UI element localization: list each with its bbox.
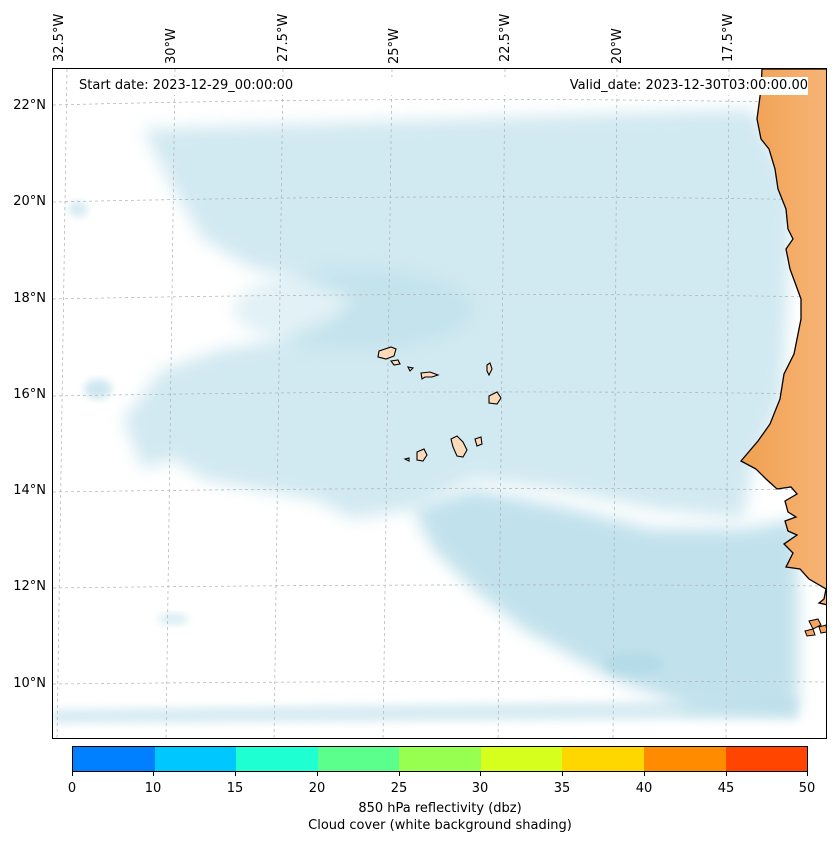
- colorbar-segment-30-35: [480, 747, 563, 771]
- colorbar-tick: [726, 772, 727, 776]
- reflectivity-colorbar: [72, 746, 808, 772]
- colorbar-segment-0-10: [73, 747, 155, 771]
- colorbar-tick: [235, 772, 236, 776]
- colorbar-tick: [562, 772, 563, 776]
- lat-label-16n: 16°N: [13, 387, 46, 402]
- colorbar-segment-10-15: [154, 747, 237, 771]
- colorbar-tick-label: 40: [635, 781, 653, 796]
- lat-label-22n: 22°N: [13, 98, 46, 113]
- colorbar-tick-label: 35: [553, 781, 571, 796]
- lon-label-17-5w: 17.5°W: [721, 13, 736, 62]
- lat-label-12n: 12°N: [13, 579, 46, 594]
- lon-label-32-5w: 32.5°W: [52, 13, 67, 62]
- colorbar-tick-label: 15: [226, 781, 244, 796]
- cloud-cover-shading: [53, 109, 798, 724]
- colorbar-tick: [399, 772, 400, 776]
- lat-label-14n: 14°N: [13, 483, 46, 498]
- lon-label-27-5w: 27.5°W: [276, 13, 291, 62]
- date-header-background: [72, 77, 808, 95]
- lat-label-18n: 18°N: [13, 291, 46, 306]
- colorbar-tick: [644, 772, 645, 776]
- lat-label-20n: 20°N: [13, 194, 46, 209]
- cape-verde-islands: [377, 346, 502, 462]
- colorbar-tick-label: 45: [717, 781, 735, 796]
- colorbar-segment-45-50: [725, 747, 808, 771]
- lat-label-10n: 10°N: [13, 676, 46, 691]
- colorbar-subtitle: Cloud cover (white background shading): [308, 818, 572, 833]
- start-date-label: Start date: 2023-12-29_00:00:00: [79, 78, 294, 93]
- lon-label-30w: 30°W: [164, 28, 179, 64]
- colorbar-tick: [72, 772, 73, 776]
- colorbar-title: 850 hPa reflectivity (dbz): [358, 801, 522, 816]
- lon-label-22-5w: 22.5°W: [498, 13, 513, 62]
- bissagos-islands: [804, 618, 826, 637]
- lon-label-20w: 20°W: [610, 28, 625, 64]
- colorbar-tick-label: 30: [471, 781, 489, 796]
- colorbar-segment-25-30: [399, 747, 481, 771]
- colorbar-segment-40-45: [643, 747, 726, 771]
- map-canvas: [53, 69, 826, 738]
- colorbar-tick-label: 25: [390, 781, 408, 796]
- colorbar-tick: [317, 772, 318, 776]
- lon-label-25w: 25°W: [387, 28, 402, 64]
- colorbar-segment-20-25: [317, 747, 400, 771]
- africa-land: [739, 69, 826, 606]
- colorbar-tick-label: 50: [798, 781, 816, 796]
- colorbar-tick-label: 10: [144, 781, 162, 796]
- colorbar-tick: [807, 772, 808, 776]
- colorbar-tick: [153, 772, 154, 776]
- colorbar-tick-label: 0: [67, 781, 77, 796]
- colorbar-tick-label: 20: [308, 781, 326, 796]
- map-panel: [52, 68, 827, 739]
- colorbar-segment-15-20: [236, 747, 318, 771]
- colorbar-tick: [480, 772, 481, 776]
- colorbar-segment-35-40: [562, 747, 644, 771]
- graticule: [53, 69, 826, 738]
- valid-date-label: Valid_date: 2023-12-30T03:00:00.00: [569, 78, 808, 93]
